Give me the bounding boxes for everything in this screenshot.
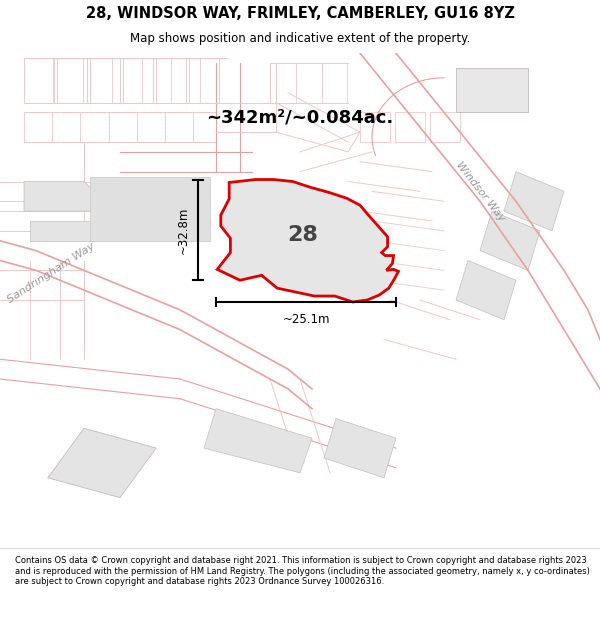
Text: Sandringham Way: Sandringham Way (5, 241, 97, 305)
Polygon shape (504, 172, 564, 231)
Text: Contains OS data © Crown copyright and database right 2021. This information is : Contains OS data © Crown copyright and d… (15, 556, 590, 586)
Polygon shape (217, 179, 398, 302)
Polygon shape (456, 68, 528, 112)
Polygon shape (456, 261, 516, 320)
Polygon shape (324, 419, 396, 478)
Polygon shape (24, 181, 114, 211)
Text: ~342m²/~0.084ac.: ~342m²/~0.084ac. (206, 108, 394, 126)
Polygon shape (480, 211, 540, 271)
Polygon shape (30, 221, 96, 241)
Text: 28, WINDSOR WAY, FRIMLEY, CAMBERLEY, GU16 8YZ: 28, WINDSOR WAY, FRIMLEY, CAMBERLEY, GU1… (86, 6, 514, 21)
Text: ~32.8m: ~32.8m (176, 206, 190, 254)
Text: ~25.1m: ~25.1m (282, 312, 330, 326)
Text: Windsor Way: Windsor Way (454, 159, 506, 223)
Text: 28: 28 (287, 225, 319, 245)
Polygon shape (204, 409, 312, 472)
Polygon shape (90, 176, 210, 241)
Text: Map shows position and indicative extent of the property.: Map shows position and indicative extent… (130, 32, 470, 45)
Polygon shape (48, 428, 156, 498)
